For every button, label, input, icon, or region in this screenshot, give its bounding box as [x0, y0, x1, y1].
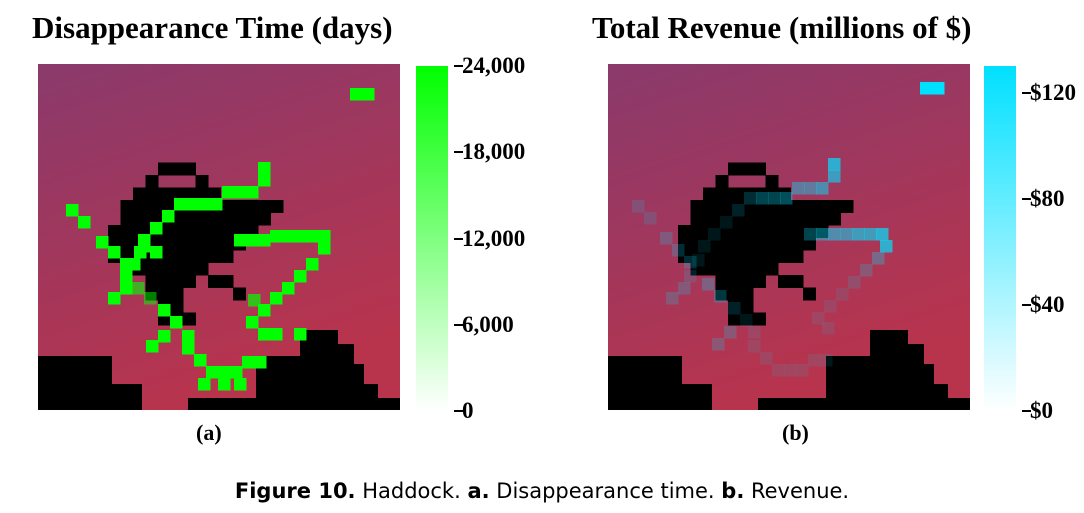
- caption-text-2: Disappearance time.: [489, 479, 722, 503]
- colorbar-tick: [454, 410, 463, 412]
- colorbar-tick: [454, 323, 463, 326]
- highlight-cells: [66, 88, 375, 391]
- landmass-bottom: [188, 398, 256, 410]
- title-a: Disappearance Time (days): [32, 10, 393, 45]
- colorbar-tick-label: 18,000: [462, 139, 526, 165]
- colorbar-tick: [454, 151, 463, 154]
- heatmap-revenue: [608, 64, 970, 410]
- colorbar-revenue: [984, 66, 1016, 411]
- colorbar-tick-label: 12,000: [462, 225, 526, 251]
- colorbar-tick: [1022, 197, 1031, 200]
- colorbar-tick-label: $80: [1030, 185, 1065, 211]
- colorbar-tick-label: 6,000: [462, 311, 514, 337]
- panel-label-a: (a): [196, 420, 222, 445]
- caption-a: a.: [467, 479, 490, 503]
- colorbar-tick-label: 24,000: [462, 53, 526, 78]
- highlight-cells: [632, 82, 945, 377]
- colorbar-tick: [454, 237, 463, 240]
- landmass: [678, 162, 854, 326]
- landmass-bottom: [256, 330, 400, 410]
- colorbar-tick: [454, 65, 463, 67]
- panel-label-b: (b): [782, 420, 809, 445]
- landmass-bottom: [758, 398, 826, 410]
- landmass-bottom: [826, 330, 970, 410]
- figure-caption: Figure 10. Haddock. a. Disappearance tim…: [0, 479, 1084, 503]
- caption-b: b.: [721, 479, 745, 503]
- colorbar-tick-label: $120: [1030, 79, 1076, 105]
- colorbar-tick-label: $40: [1030, 291, 1065, 317]
- colorbar-tick-label: 0: [462, 398, 474, 423]
- landmass-bottom: [608, 356, 712, 410]
- title-b: Total Revenue (millions of $): [592, 10, 972, 45]
- colorbar-tick: [1022, 91, 1031, 94]
- colorbar-tick: [1022, 410, 1031, 412]
- heatmap-disappearance: [38, 64, 400, 410]
- colorbar-disappearance: [416, 66, 448, 411]
- caption-figure-number: Figure 10.: [234, 479, 356, 503]
- landmass-bottom: [38, 356, 142, 410]
- colorbar-tick-label: $0: [1030, 398, 1053, 423]
- colorbar-tick: [1022, 303, 1031, 306]
- caption-text-3: Revenue.: [744, 479, 850, 503]
- landmass: [108, 162, 284, 326]
- caption-text-1: Haddock.: [355, 479, 468, 503]
